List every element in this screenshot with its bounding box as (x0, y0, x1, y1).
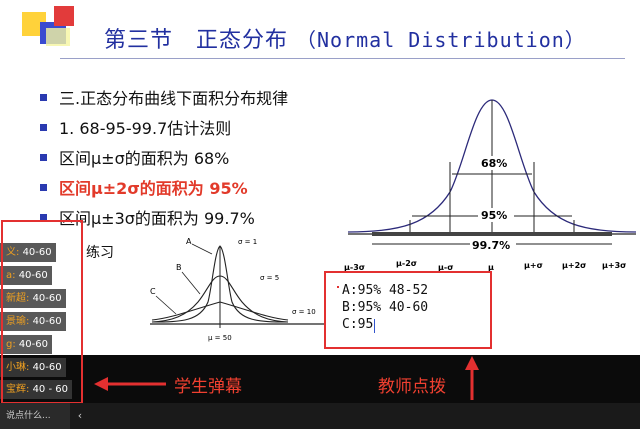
label-sigma-10: σ = 10 (292, 308, 316, 316)
danmu-username: g: (6, 339, 16, 350)
bell-curve-figure: 68% 95% 99.7% μ-3σ μ-2σ μ-σ μ μ+σ μ+2σ μ… (344, 99, 637, 272)
danmu-comment: a: 40-60 (0, 266, 52, 285)
title-chinese: 第三节 正态分布 (104, 28, 289, 53)
bullet-item-highlight: 区间μ±2σ的面积为 95% (40, 172, 288, 202)
bell-997-band (372, 232, 612, 236)
danmu-comment: 小琳: 40-60 (0, 358, 66, 377)
curve-a (151, 245, 289, 323)
text-cursor (374, 319, 375, 333)
arrow-a (191, 243, 213, 255)
title-english: （Normal Distribution） (296, 28, 586, 52)
decor-square-red (54, 6, 74, 26)
label-mu: μ = 50 (208, 334, 232, 342)
teacher-answer-box[interactable]: A:95% 48-52 B:95% 40-60 C:95 (324, 271, 492, 349)
axis-label-plus3: μ+3σ (602, 261, 626, 270)
danmu-comment: 新超: 40-60 (0, 289, 66, 308)
teacher-arrow-icon (465, 356, 479, 400)
bullet-square-icon (40, 93, 47, 101)
answer-c: C:95 (342, 317, 374, 332)
slide: 第三节 正态分布 （Normal Distribution） 三.正态分布曲线下… (22, 6, 637, 349)
bullet-text: 区间μ±3σ的面积为 99.7% (59, 209, 255, 228)
arrow-c (155, 295, 177, 315)
danmu-comment: 义: 40-60 (0, 243, 56, 262)
danmu-text: 40-60 (32, 362, 62, 373)
bullet-square-icon (40, 123, 47, 131)
label-c: C (150, 287, 156, 296)
danmu-text: 40-60 (32, 293, 62, 304)
bell-68-bg (478, 156, 514, 170)
sigma-comparison-figure: A B C σ = 1 σ = 5 σ = 10 μ = 50 (150, 237, 334, 342)
bullet-item: 区间μ±σ的面积为 68% (40, 142, 288, 172)
student-arrow-icon (94, 377, 166, 391)
danmu-comment: g: 40-60 (0, 335, 52, 354)
bell-95-bg (478, 208, 514, 222)
answer-b: B:95% 40-60 (342, 300, 429, 315)
axis-label-minus3: μ-3σ (344, 263, 365, 272)
bullet-item: 1. 68-95-99.7估计法则 (40, 112, 288, 142)
curve-c (151, 301, 289, 321)
danmu-text: 40 - 60 (32, 384, 68, 395)
bullet-square-icon (40, 213, 47, 221)
danmu-username: 景瑜: (6, 316, 30, 327)
decor-square-pale (46, 28, 70, 46)
answer-a: A:95% 48-52 (342, 283, 429, 298)
danmu-text: 40-60 (22, 247, 52, 258)
status-bar: 说点什么... ‹ (0, 403, 640, 429)
red-dot-icon (337, 286, 339, 288)
danmu-text: 40-60 (32, 316, 62, 327)
danmu-highlight-frame (1, 220, 83, 404)
title-divider (60, 58, 625, 59)
bullet-list: 三.正态分布曲线下面积分布规律 1. 68-95-99.7估计法则 区间μ±σ的… (40, 82, 288, 232)
bell-95-label: 95% (481, 209, 507, 222)
student-danmu-caption: 学生弹幕 (174, 377, 242, 397)
label-a: A (186, 237, 192, 246)
slide-title: 第三节 正态分布 （Normal Distribution） (104, 22, 586, 54)
danmu-username: a: (6, 270, 16, 281)
axis-label-plus2: μ+2σ (562, 261, 586, 270)
axis-label-mu: μ (488, 263, 494, 272)
danmu-username: 宝辉: (6, 384, 30, 395)
bell-997-bg (470, 238, 516, 252)
bullet-text: 1. 68-95-99.7估计法则 (59, 119, 232, 138)
label-sigma-1: σ = 1 (238, 238, 257, 246)
bullet-text: 三.正态分布曲线下面积分布规律 (59, 89, 289, 108)
bullet-square-icon (40, 153, 47, 161)
teacher-guidance-caption: 教师点拨 (378, 377, 446, 397)
danmu-username: 义: (6, 247, 20, 258)
axis-label-plus1: μ+σ (524, 261, 543, 270)
danmu-username: 小琳: (6, 362, 30, 373)
danmu-username: 新超: (6, 293, 30, 304)
arrow-b (181, 271, 201, 295)
bell-997-label: 99.7% (472, 239, 510, 252)
bullet-item: 三.正态分布曲线下面积分布规律 (40, 82, 288, 112)
axis-label-minus1: μ-σ (438, 263, 453, 272)
danmu-comment: 景瑜: 40-60 (0, 312, 66, 331)
label-sigma-5: σ = 5 (260, 274, 279, 282)
danmu-input[interactable]: 说点什么... (0, 403, 70, 429)
danmu-comment: 宝辉: 40 - 60 (0, 380, 72, 399)
collapse-button[interactable]: ‹ (77, 409, 83, 422)
bullet-text: 区间μ±2σ的面积为 95% (59, 179, 248, 198)
danmu-text: 40-60 (18, 339, 48, 350)
axis-label-minus2: μ-2σ (396, 259, 417, 268)
bell-68-label: 68% (481, 157, 507, 170)
danmu-text: 40-60 (18, 270, 48, 281)
label-b: B (176, 263, 182, 272)
practice-label: 练习 (86, 245, 114, 261)
bullet-text: 区间μ±σ的面积为 68% (59, 149, 230, 168)
bullet-square-icon (40, 183, 47, 191)
bullet-item: 区间μ±3σ的面积为 99.7% (40, 202, 288, 232)
